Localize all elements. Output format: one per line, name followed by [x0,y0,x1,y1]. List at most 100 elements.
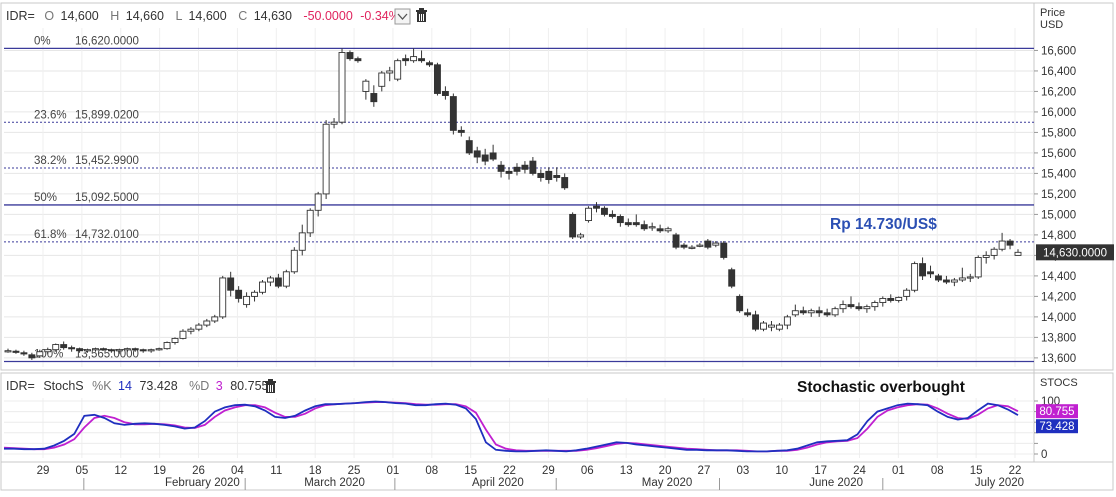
fibonacci-lines: 0% 16,620.0000 23.6% 15,899.0200 38.2% 15,452… [4,35,1034,363]
candle [107,348,115,353]
price-tick-label: 14,400 [1041,271,1076,283]
candle-body [974,256,982,278]
candle-body [402,58,410,62]
candle-body [760,322,767,330]
date-tick-label: 12 [114,465,127,477]
candle [195,323,203,332]
candle [306,208,314,237]
candle [386,66,394,82]
candle [632,214,640,227]
candle [418,50,425,63]
candle-body [20,352,28,355]
candle [481,148,489,166]
stoch-name: StochS [43,379,83,393]
price-annotation: Rp 14.730/US$ [830,216,937,233]
candle [958,267,966,283]
date-tick-label: 22 [1009,465,1022,477]
price-grid [4,28,1034,367]
candle-body [282,271,290,287]
candle [783,314,791,330]
candle [203,318,211,328]
candle [585,206,593,223]
legend-high-label: H [110,9,119,23]
stoch-d-label: %D [189,379,209,393]
price-tick-label: 13,600 [1041,353,1076,365]
candle [354,56,362,63]
candle [513,163,521,176]
legend-change: -50.0000 [303,9,352,23]
legend-delete-button[interactable] [416,8,427,22]
candle [601,206,608,217]
price-tick-label: 15,000 [1041,209,1076,221]
candle [457,126,465,137]
candle [76,347,84,353]
price-tick-label: 15,800 [1041,127,1076,139]
stoch-delete-button[interactable] [265,379,276,393]
candle-body [688,246,696,249]
stoch-k-label: %K [92,379,112,393]
price-legend: IDR= O 14,600 H 14,660 L 14,600 C 14,630… [6,9,400,23]
candle-body [887,297,895,301]
candle [99,347,107,351]
candle [529,157,537,176]
candle-body [433,64,441,94]
price-panel-frame [0,2,1114,371]
candle [608,210,616,219]
candle-body [537,172,545,178]
candle-body [744,312,752,316]
candle-body [346,52,354,60]
candle-body [60,344,68,349]
stoch-legend: IDR= StochS %K 14 73.428 %D 3 80.755 [6,379,269,393]
candle [187,327,195,335]
candle-body [481,154,489,162]
legend-symbol: IDR= [6,9,35,23]
price-tick-label: 16,600 [1041,45,1076,57]
candle-body [529,160,537,174]
date-tick-label: 05 [75,465,88,477]
candle-body [871,302,879,308]
price-tick-label: 16,000 [1041,107,1076,119]
candle [259,279,266,295]
candle-body [958,277,966,281]
candle [704,239,712,250]
candle [497,161,505,178]
date-tick-label: 08 [931,465,944,477]
candle-body [815,310,823,314]
price-axis-title: Price [1040,7,1065,19]
date-tick-label: 15 [464,465,477,477]
stoch-symbol: IDR= [6,379,35,393]
candle [561,173,569,190]
candle-body [863,306,871,310]
candle-body [783,316,791,326]
candle-body [338,52,346,123]
candle [998,232,1006,252]
date-tick-label: 03 [736,465,749,477]
candle [728,267,736,289]
month-label: April 2020 [472,477,524,489]
candle [537,169,545,182]
candle [20,350,28,356]
candle [12,349,20,354]
candle [410,48,418,63]
candle [871,300,879,311]
date-tick-label: 11 [270,465,282,477]
candle-body [187,328,195,332]
legend-low-label: L [175,9,182,23]
candle [123,347,131,352]
stoch-k-period: 14 [118,379,132,393]
legend-dropdown-button[interactable] [394,8,411,25]
candle-body [314,193,322,211]
candle [680,243,688,250]
candle [44,347,52,354]
stoch-d-marker: 80.755 [1036,404,1078,419]
candle-body [982,254,990,258]
candle-body [179,330,187,339]
candle [744,308,752,317]
trash-icon [265,379,276,393]
candle [553,167,561,182]
price-tick-label: 15,400 [1041,168,1076,180]
candle-body [298,232,306,251]
date-tick-label: 20 [659,465,672,477]
candle [465,136,473,155]
